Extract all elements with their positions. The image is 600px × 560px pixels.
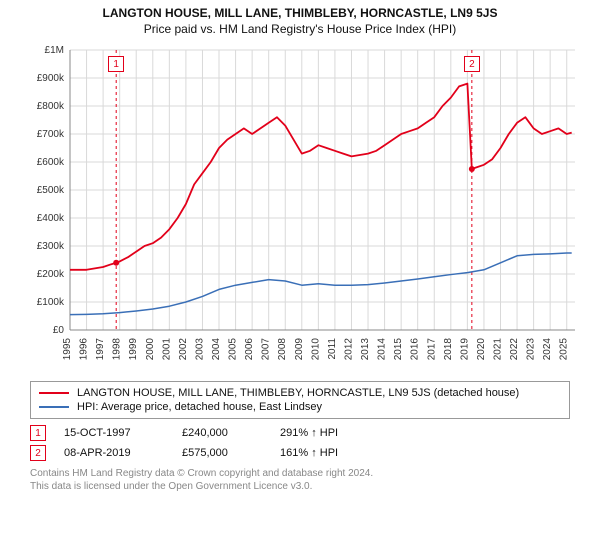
svg-text:£800k: £800k [37, 101, 65, 112]
svg-text:2022: 2022 [509, 338, 520, 361]
svg-text:2004: 2004 [211, 338, 222, 361]
sale-marker: 2 [30, 445, 46, 461]
svg-text:2010: 2010 [310, 338, 321, 361]
legend: LANGTON HOUSE, MILL LANE, THIMBLEBY, HOR… [30, 381, 570, 419]
svg-text:£1M: £1M [45, 45, 64, 56]
legend-row: HPI: Average price, detached house, East… [39, 400, 561, 414]
svg-text:£100k: £100k [37, 297, 65, 308]
svg-text:£900k: £900k [37, 73, 65, 84]
svg-text:£0: £0 [53, 325, 65, 336]
svg-text:2007: 2007 [261, 338, 272, 361]
svg-text:2009: 2009 [294, 338, 305, 361]
legend-row: LANGTON HOUSE, MILL LANE, THIMBLEBY, HOR… [39, 386, 561, 400]
sale-hpi: 161% ↑ HPI [280, 447, 338, 459]
svg-text:1999: 1999 [128, 338, 139, 361]
sale-row: 1 15-OCT-1997 £240,000 291% ↑ HPI [30, 423, 570, 443]
svg-text:£400k: £400k [37, 213, 65, 224]
chart-svg: £0 £100k £200k £300k £400k £500k £600k £700k £80… [20, 40, 580, 370]
svg-text:2016: 2016 [410, 338, 421, 361]
svg-text:£300k: £300k [37, 241, 65, 252]
svg-text:2001: 2001 [161, 338, 172, 361]
sale-date: 15-OCT-1997 [64, 427, 164, 439]
svg-text:£700k: £700k [37, 129, 65, 140]
svg-text:1998: 1998 [112, 338, 123, 361]
footer-line1: Contains HM Land Registry data © Crown c… [30, 467, 570, 480]
sale-marker: 1 [30, 425, 46, 441]
legend-label: LANGTON HOUSE, MILL LANE, THIMBLEBY, HOR… [77, 387, 519, 399]
svg-text:2013: 2013 [360, 338, 371, 361]
svg-text:2023: 2023 [526, 338, 537, 361]
svg-text:2008: 2008 [277, 338, 288, 361]
svg-text:2005: 2005 [228, 338, 239, 361]
svg-text:£600k: £600k [37, 157, 65, 168]
sale-date: 08-APR-2019 [64, 447, 164, 459]
event-marker-1: 1 [108, 56, 124, 72]
svg-text:2002: 2002 [178, 338, 189, 361]
chart-subtitle: Price paid vs. HM Land Registry's House … [0, 20, 600, 40]
svg-text:2020: 2020 [476, 338, 487, 361]
svg-text:2015: 2015 [393, 338, 404, 361]
svg-text:1997: 1997 [95, 338, 106, 361]
legend-swatch [39, 406, 69, 408]
svg-text:2006: 2006 [244, 338, 255, 361]
svg-text:2011: 2011 [327, 338, 338, 360]
svg-text:2017: 2017 [426, 338, 437, 361]
svg-text:1996: 1996 [79, 338, 90, 361]
svg-text:2003: 2003 [194, 338, 205, 361]
footer-line2: This data is licensed under the Open Gov… [30, 480, 570, 493]
svg-text:2021: 2021 [492, 338, 503, 361]
svg-text:2012: 2012 [343, 338, 354, 361]
sales-table: 1 15-OCT-1997 £240,000 291% ↑ HPI 2 08-APR-20… [30, 423, 570, 463]
svg-text:2014: 2014 [377, 338, 388, 361]
legend-label: HPI: Average price, detached house, East… [77, 401, 322, 413]
svg-text:£500k: £500k [37, 185, 65, 196]
sale-hpi: 291% ↑ HPI [280, 427, 338, 439]
svg-text:2025: 2025 [559, 338, 570, 361]
svg-text:2024: 2024 [542, 338, 553, 361]
svg-text:£200k: £200k [37, 269, 65, 280]
chart-title: LANGTON HOUSE, MILL LANE, THIMBLEBY, HOR… [0, 0, 600, 20]
footer: Contains HM Land Registry data © Crown c… [30, 467, 570, 493]
sale-price: £575,000 [182, 447, 262, 459]
event-marker-2: 2 [464, 56, 480, 72]
legend-swatch [39, 392, 69, 394]
sale-row: 2 08-APR-2019 £575,000 161% ↑ HPI [30, 443, 570, 463]
sale-price: £240,000 [182, 427, 262, 439]
svg-text:2000: 2000 [145, 338, 156, 361]
svg-text:1995: 1995 [62, 338, 73, 361]
svg-text:2019: 2019 [459, 338, 470, 361]
chart-area: £0 £100k £200k £300k £400k £500k £600k £700k £80… [20, 40, 580, 375]
svg-text:2018: 2018 [443, 338, 454, 361]
